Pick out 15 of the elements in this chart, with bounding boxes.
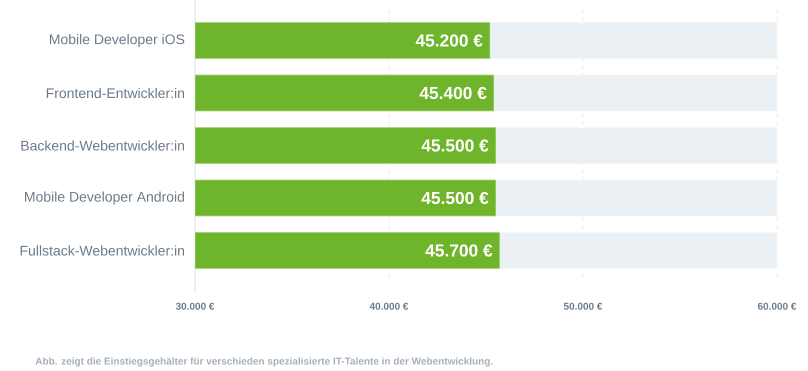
y-tick-label: Backend-Webentwickler:in	[21, 140, 184, 151]
y-tick-label: Mobile Developer iOS	[50, 34, 184, 48]
x-tick-label: 60.000 €	[758, 302, 796, 310]
x-tick-label: 50.000 €	[564, 302, 602, 310]
text: Abb. zeigt die Einstiegsgehälter für verschieden spezialisierte IT-Talente in der Webentwicklung.	[36, 357, 492, 367]
y-tick-label: Fullstack-Webentwickler:in	[20, 245, 184, 256]
data-label: 45.200 €	[416, 34, 483, 47]
data-label: 45.700 €	[425, 244, 492, 257]
y-tick-label: Frontend-Entwickler:in	[46, 88, 184, 98]
x-tick-label: 30.000 €	[176, 302, 214, 310]
data-label: 45.500 €	[422, 139, 488, 152]
data-label: 45.400 €	[420, 86, 486, 100]
y-tick-label: Mobile Developer Android	[25, 191, 184, 205]
data-label: 45.500 €	[422, 192, 488, 204]
x-tick-label: 40.000 €	[370, 302, 408, 310]
